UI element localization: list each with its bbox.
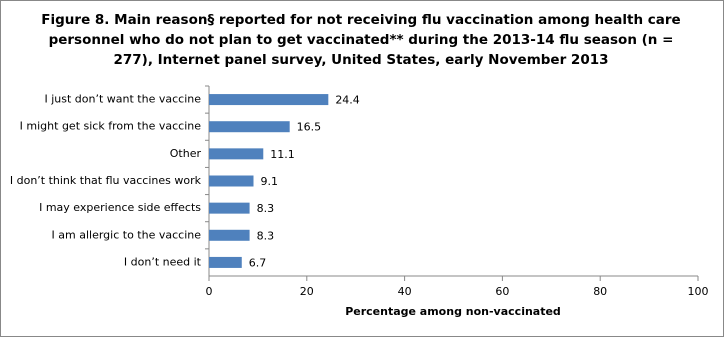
x-tick-label: 0: [206, 285, 213, 298]
y-tick-label: I don’t think that flu vaccines work: [10, 174, 202, 187]
y-tick-label: I might get sick from the vaccine: [20, 120, 202, 133]
x-tick-label: 40: [398, 285, 412, 298]
y-tick-label: I am allergic to the vaccine: [52, 228, 202, 241]
x-tick-label: 60: [495, 285, 509, 298]
value-label: 24.4: [335, 94, 360, 107]
chart-title: Figure 8. Main reason§ reported for not …: [41, 12, 681, 68]
bar: [209, 94, 329, 106]
value-label: 11.1: [270, 148, 295, 161]
value-label: 6.7: [249, 256, 267, 269]
value-label: 8.3: [257, 229, 275, 242]
x-tick-label: 80: [593, 285, 607, 298]
y-tick-label: I may experience side effects: [39, 201, 201, 214]
y-tick-label: Other: [170, 147, 202, 160]
x-tick-label: 100: [688, 285, 709, 298]
y-tick-label: I just don’t want the vaccine: [44, 93, 201, 106]
bar: [209, 202, 250, 214]
value-label: 16.5: [297, 121, 322, 134]
bar: [209, 175, 254, 187]
x-tick-label: 20: [300, 285, 314, 298]
x-axis-label: Percentage among non-vaccinated: [345, 305, 561, 318]
y-tick-label: I don’t need it: [124, 255, 202, 268]
value-label: 8.3: [257, 202, 275, 215]
bar: [209, 121, 290, 133]
value-label: 9.1: [260, 175, 278, 188]
bar: [209, 148, 264, 160]
bar: [209, 229, 250, 241]
bar: [209, 256, 242, 268]
